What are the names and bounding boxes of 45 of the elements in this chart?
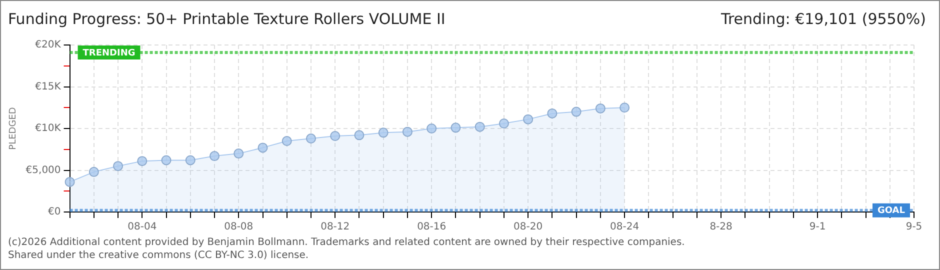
x-tick-label: 08-20	[514, 222, 543, 233]
point	[523, 114, 534, 124]
point	[113, 161, 124, 172]
ref-line-label: GOAL	[878, 206, 906, 216]
x-tick-label: 9-1	[809, 222, 826, 233]
point	[595, 103, 606, 114]
point	[330, 131, 340, 142]
point	[306, 134, 316, 144]
chart-subtitle: Trending: €19,101 (9550%)	[721, 10, 926, 28]
point	[258, 142, 268, 153]
point	[88, 166, 99, 177]
y-tick-label: €0	[48, 206, 61, 218]
x-tick-label: 9-5	[906, 222, 922, 233]
point	[498, 118, 509, 128]
point	[378, 128, 388, 138]
point	[450, 122, 461, 133]
x-tick-label: 08-16	[417, 222, 446, 233]
point	[402, 126, 412, 137]
y-axis-title: PLEDGED	[8, 107, 19, 150]
point	[161, 155, 172, 166]
point	[354, 130, 364, 140]
x-tick-label: 08-12	[320, 222, 350, 233]
y-tick-label: €15K	[35, 81, 62, 92]
text: Shared under the creative commons (CC BY-NC 3.0) license.	[8, 249, 310, 262]
ref-line-label: TRENDING	[82, 48, 136, 58]
x-tick-label: 08-08	[224, 222, 254, 233]
y-tick-label: €5,000	[26, 164, 61, 176]
text: (c)2026 Additional content provided by Benjamin Bollmann. Trademarks and related content are owned by their respective companies.	[8, 236, 685, 249]
point	[185, 155, 196, 166]
y-tick-label: €20K	[35, 40, 62, 51]
x-tick-label: 8-28	[710, 222, 732, 233]
point	[210, 151, 220, 162]
point	[571, 106, 582, 117]
point	[234, 148, 244, 159]
point	[282, 136, 292, 146]
point	[426, 124, 437, 134]
point	[137, 156, 148, 166]
point	[64, 176, 75, 187]
point	[547, 108, 558, 118]
x-tick-label: 08-24	[610, 222, 640, 233]
point	[474, 122, 485, 132]
chart-title: Funding Progress: 50+ Printable Texture Rollers VOLUME II	[8, 10, 446, 28]
y-tick-label: €10K	[35, 123, 62, 134]
x-tick-label: 08-04	[128, 222, 157, 233]
point	[620, 102, 630, 113]
